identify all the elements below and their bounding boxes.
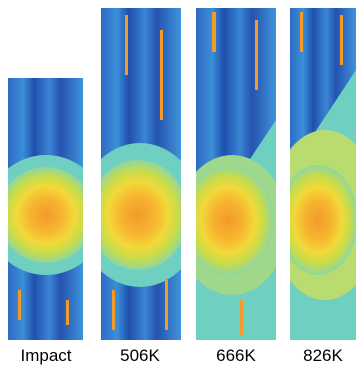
panel-label: 506K [120,346,160,365]
panel-label: Impact [20,346,71,365]
panel-label: 666K [216,346,256,365]
panel-label: 826K [303,346,343,365]
strip-826k [290,8,356,340]
strip-impact [8,78,83,340]
strip-506k [101,8,181,340]
strip-666k [196,8,276,340]
